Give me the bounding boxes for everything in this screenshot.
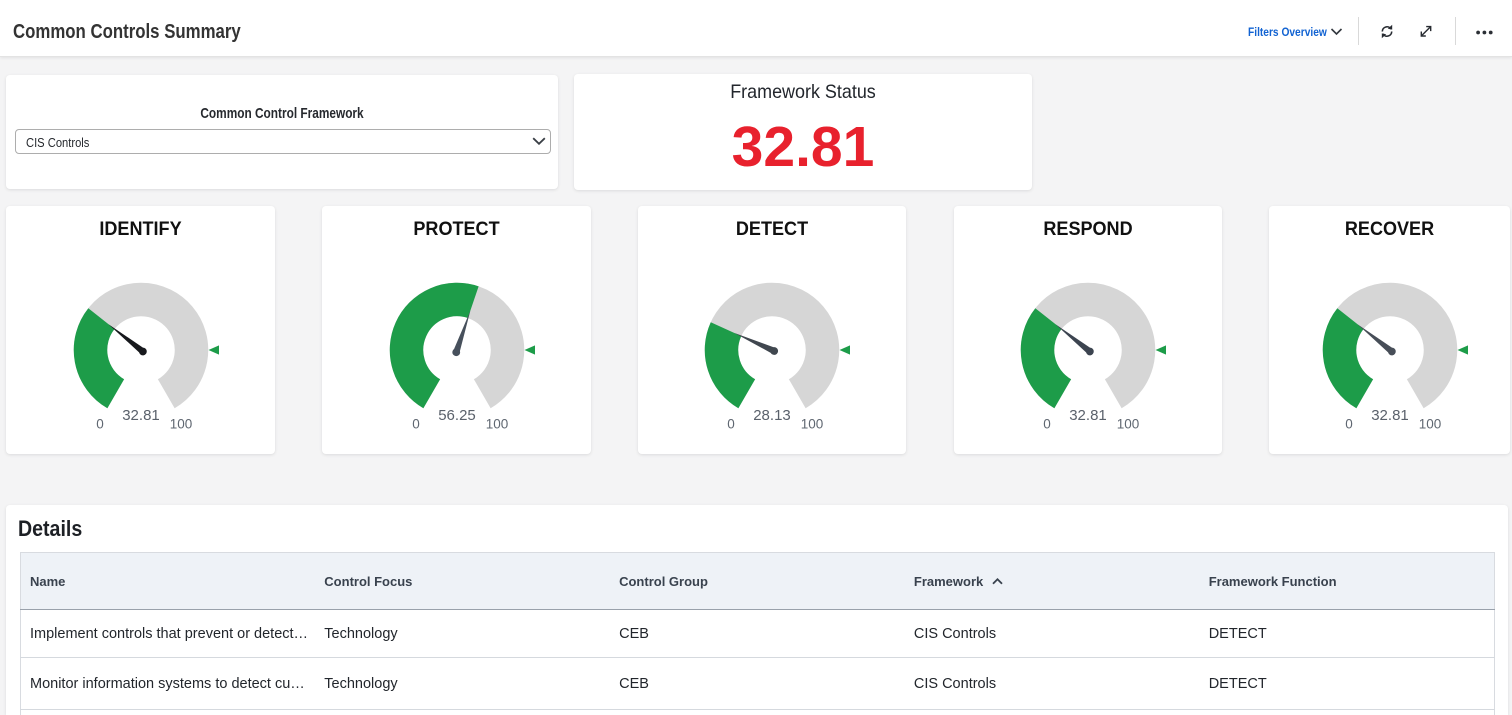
svg-text:32.81: 32.81 <box>1371 407 1409 424</box>
svg-text:0: 0 <box>1345 417 1353 432</box>
svg-text:100: 100 <box>169 417 192 432</box>
svg-text:100: 100 <box>801 417 824 432</box>
svg-text:0: 0 <box>727 417 735 432</box>
svg-text:28.13: 28.13 <box>753 407 791 424</box>
svg-text:0: 0 <box>412 417 420 432</box>
svg-text:32.81: 32.81 <box>1069 407 1107 424</box>
svg-text:100: 100 <box>1117 417 1140 432</box>
svg-text:0: 0 <box>96 417 104 432</box>
svg-text:100: 100 <box>1418 417 1441 432</box>
svg-text:100: 100 <box>485 417 508 432</box>
svg-text:56.25: 56.25 <box>438 407 476 424</box>
svg-text:0: 0 <box>1043 417 1051 432</box>
svg-text:32.81: 32.81 <box>122 407 160 424</box>
